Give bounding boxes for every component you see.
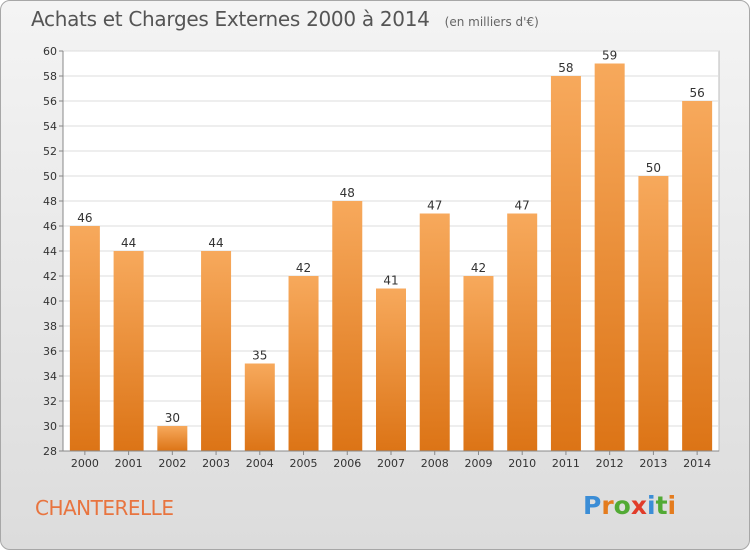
y-tick-label: 54 — [43, 120, 57, 133]
x-tick-label: 2004 — [246, 457, 274, 470]
x-tick-label: 2001 — [115, 457, 143, 470]
bar — [376, 288, 406, 451]
bar-value-label: 46 — [77, 211, 92, 225]
bar-value-label: 30 — [165, 411, 180, 425]
x-tick-label: 2006 — [333, 457, 361, 470]
y-tick-label: 30 — [43, 420, 57, 433]
title-row: Achats et Charges Externes 2000 à 2014 (… — [31, 7, 539, 31]
bar-value-label: 48 — [340, 186, 355, 200]
y-tick-label: 42 — [43, 270, 57, 283]
bar-value-label: 42 — [296, 261, 311, 275]
x-tick-label: 2005 — [290, 457, 318, 470]
logo-letter: r — [601, 491, 614, 520]
logo-letter: i — [667, 491, 677, 520]
x-tick-label: 2014 — [683, 457, 711, 470]
bar — [201, 251, 232, 451]
bar — [244, 363, 275, 451]
bar-value-label: 56 — [689, 86, 704, 100]
bar — [332, 201, 363, 451]
bar — [463, 276, 494, 451]
x-tick-label: 2011 — [552, 457, 580, 470]
y-tick-label: 40 — [43, 295, 57, 308]
place-name: CHANTERELLE — [35, 496, 174, 520]
y-tick-label: 34 — [43, 370, 57, 383]
chart-subtitle: (en milliers d'€) — [444, 15, 539, 29]
bar — [638, 176, 669, 451]
bar — [69, 226, 100, 451]
x-tick-label: 2013 — [639, 457, 667, 470]
bar-value-label: 44 — [208, 236, 223, 250]
x-tick-label: 2009 — [464, 457, 492, 470]
logo-letter: P — [583, 491, 602, 520]
chart-title: Achats et Charges Externes 2000 à 2014 — [31, 7, 430, 31]
y-tick-label: 36 — [43, 345, 57, 358]
logo-letter: o — [613, 491, 631, 520]
logo-letter: i — [647, 491, 656, 520]
x-tick-label: 2000 — [71, 457, 99, 470]
x-tick-label: 2008 — [421, 457, 449, 470]
y-tick-label: 38 — [43, 320, 57, 333]
bar — [507, 213, 538, 451]
bar — [419, 213, 450, 451]
y-tick-label: 46 — [43, 220, 57, 233]
bar-value-label: 35 — [252, 349, 267, 363]
y-tick-label: 32 — [43, 395, 57, 408]
y-tick-label: 52 — [43, 145, 57, 158]
y-tick-label: 28 — [43, 445, 57, 458]
x-tick-label: 2010 — [508, 457, 536, 470]
bar — [113, 251, 144, 451]
logo-letter: t — [655, 491, 668, 520]
y-tick-label: 58 — [43, 70, 57, 83]
bar-value-label: 47 — [427, 199, 442, 213]
bar — [594, 63, 625, 451]
bar-value-label: 41 — [383, 274, 398, 288]
bar — [157, 426, 188, 451]
bar-value-label: 44 — [121, 236, 136, 250]
bar — [550, 76, 581, 451]
x-tick-label: 2007 — [377, 457, 405, 470]
bar-value-label: 47 — [515, 199, 530, 213]
x-tick-label: 2012 — [596, 457, 624, 470]
proxiti-logo[interactable]: Proxiti — [583, 491, 676, 520]
bar-value-label: 58 — [558, 61, 573, 75]
x-tick-label: 2002 — [158, 457, 186, 470]
y-tick-label: 44 — [43, 245, 57, 258]
bar — [682, 101, 713, 451]
bar-value-label: 42 — [471, 261, 486, 275]
logo-letter: x — [630, 491, 647, 520]
y-tick-label: 50 — [43, 170, 57, 183]
x-tick-label: 2003 — [202, 457, 230, 470]
bar-value-label: 50 — [646, 161, 661, 175]
y-tick-label: 48 — [43, 195, 57, 208]
bar — [288, 276, 319, 451]
bar-value-label: 59 — [602, 49, 617, 63]
y-tick-label: 60 — [43, 45, 57, 58]
y-tick-label: 56 — [43, 95, 57, 108]
